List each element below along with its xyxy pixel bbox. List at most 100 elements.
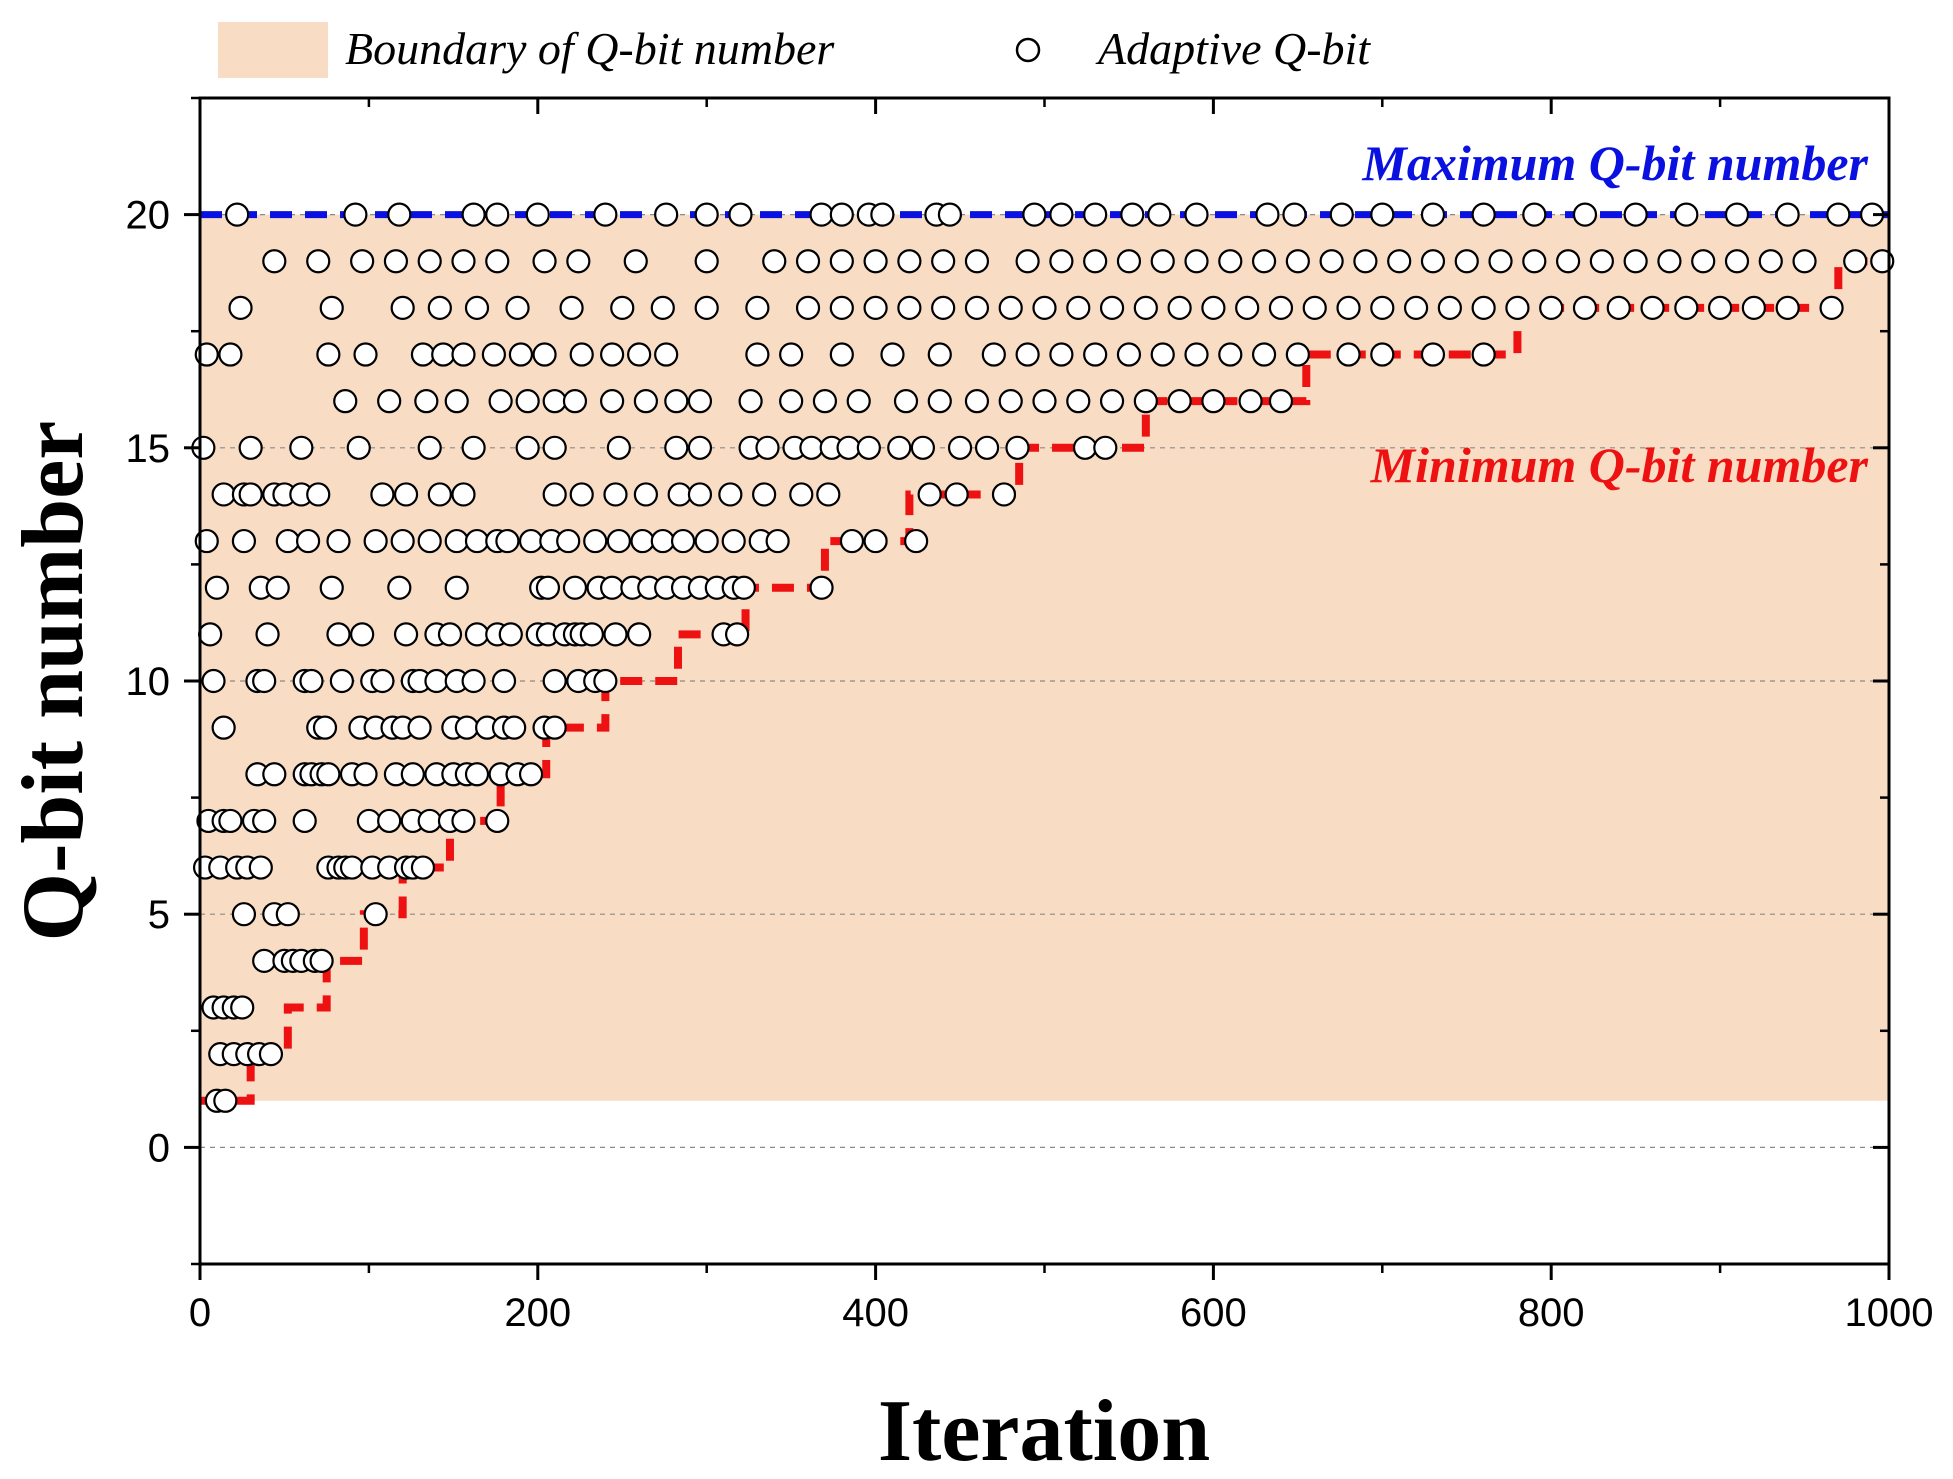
data-point bbox=[1606, 295, 1631, 320]
data-point bbox=[444, 575, 469, 600]
data-point bbox=[1133, 389, 1158, 414]
data-point bbox=[562, 389, 588, 414]
data-point bbox=[1329, 202, 1354, 227]
data-point bbox=[1201, 295, 1226, 320]
data-point bbox=[353, 342, 378, 367]
data-point bbox=[1640, 295, 1665, 320]
data-point bbox=[390, 528, 415, 554]
data-point bbox=[485, 808, 510, 834]
data-point bbox=[275, 528, 300, 554]
data-point bbox=[383, 249, 409, 274]
data-point bbox=[1184, 202, 1209, 227]
data-point bbox=[255, 622, 280, 647]
data-point bbox=[417, 435, 442, 460]
data-point bbox=[211, 715, 236, 740]
data-point bbox=[275, 902, 300, 927]
data-point bbox=[846, 389, 871, 414]
data-point bbox=[603, 482, 628, 507]
data-point bbox=[238, 435, 263, 460]
data-point bbox=[1282, 202, 1307, 227]
data-point bbox=[947, 435, 973, 460]
data-point bbox=[464, 528, 490, 554]
data-point bbox=[525, 202, 550, 227]
x-tick-label: 600 bbox=[1180, 1291, 1247, 1335]
data-point bbox=[306, 482, 331, 507]
data-point bbox=[410, 855, 436, 880]
legend-marker-icon bbox=[1015, 37, 1041, 63]
data-point bbox=[880, 342, 905, 367]
data-point bbox=[444, 389, 469, 414]
data-point bbox=[424, 668, 449, 694]
data-point bbox=[1238, 389, 1263, 414]
data-point bbox=[809, 202, 834, 227]
data-point bbox=[1005, 435, 1030, 460]
data-point bbox=[795, 249, 821, 274]
data-point bbox=[316, 342, 341, 367]
data-point bbox=[799, 435, 824, 460]
legend-boundary-label: Boundary of Q-bit number bbox=[345, 23, 835, 74]
data-point bbox=[309, 948, 334, 973]
data-point bbox=[542, 435, 567, 460]
x-tick-label: 400 bbox=[842, 1291, 909, 1335]
data-point bbox=[1623, 202, 1648, 227]
data-point bbox=[670, 528, 696, 554]
data-point bbox=[694, 249, 719, 274]
min-line bbox=[200, 257, 1889, 1105]
data-point bbox=[262, 762, 287, 787]
data-point bbox=[329, 668, 354, 694]
data-point bbox=[931, 249, 956, 274]
data-point bbox=[431, 342, 456, 367]
data-point bbox=[1336, 295, 1361, 320]
data-point bbox=[1403, 295, 1429, 320]
data-point bbox=[319, 575, 344, 600]
data-point bbox=[991, 482, 1017, 507]
data-point bbox=[1437, 295, 1462, 320]
data-point bbox=[694, 295, 719, 320]
data-point bbox=[515, 389, 540, 414]
data-point bbox=[1370, 202, 1395, 227]
data-point bbox=[1099, 389, 1125, 414]
data-point bbox=[299, 668, 324, 694]
data-point bbox=[1116, 249, 1142, 274]
data-point bbox=[904, 528, 929, 554]
data-point bbox=[728, 202, 753, 227]
data-point bbox=[738, 389, 763, 414]
data-point bbox=[1741, 295, 1766, 320]
data-point bbox=[350, 622, 375, 647]
data-point bbox=[1251, 342, 1277, 367]
data-point bbox=[745, 342, 770, 367]
data-point bbox=[1724, 249, 1750, 274]
data-point bbox=[762, 249, 787, 274]
data-point bbox=[542, 389, 567, 414]
data-point bbox=[417, 528, 442, 554]
data-point bbox=[353, 762, 378, 787]
data-point bbox=[1826, 202, 1851, 227]
x-tick-label: 0 bbox=[189, 1291, 211, 1335]
data-point bbox=[667, 482, 692, 507]
data-point bbox=[306, 249, 331, 274]
data-point bbox=[289, 435, 314, 460]
data-point bbox=[427, 482, 452, 507]
data-point bbox=[897, 295, 922, 320]
data-point bbox=[231, 528, 257, 554]
data-point bbox=[248, 855, 273, 880]
data-point bbox=[562, 575, 588, 600]
boundary-band-layer bbox=[200, 214, 1889, 1101]
data-point bbox=[1150, 249, 1175, 274]
data-point bbox=[417, 808, 442, 834]
data-point bbox=[1555, 249, 1581, 274]
data-point bbox=[569, 482, 594, 507]
data-point bbox=[1758, 249, 1783, 274]
data-point bbox=[252, 668, 277, 694]
data-point bbox=[1420, 249, 1446, 274]
data-point bbox=[1319, 249, 1344, 274]
y-tick-label: 15 bbox=[126, 427, 171, 471]
data-point bbox=[377, 389, 402, 414]
data-point bbox=[1083, 342, 1108, 367]
data-point bbox=[532, 342, 557, 367]
data-point bbox=[1505, 295, 1530, 320]
data-point bbox=[606, 435, 631, 460]
data-point bbox=[356, 808, 381, 834]
data-point bbox=[1147, 202, 1172, 227]
data-point bbox=[1066, 295, 1091, 320]
